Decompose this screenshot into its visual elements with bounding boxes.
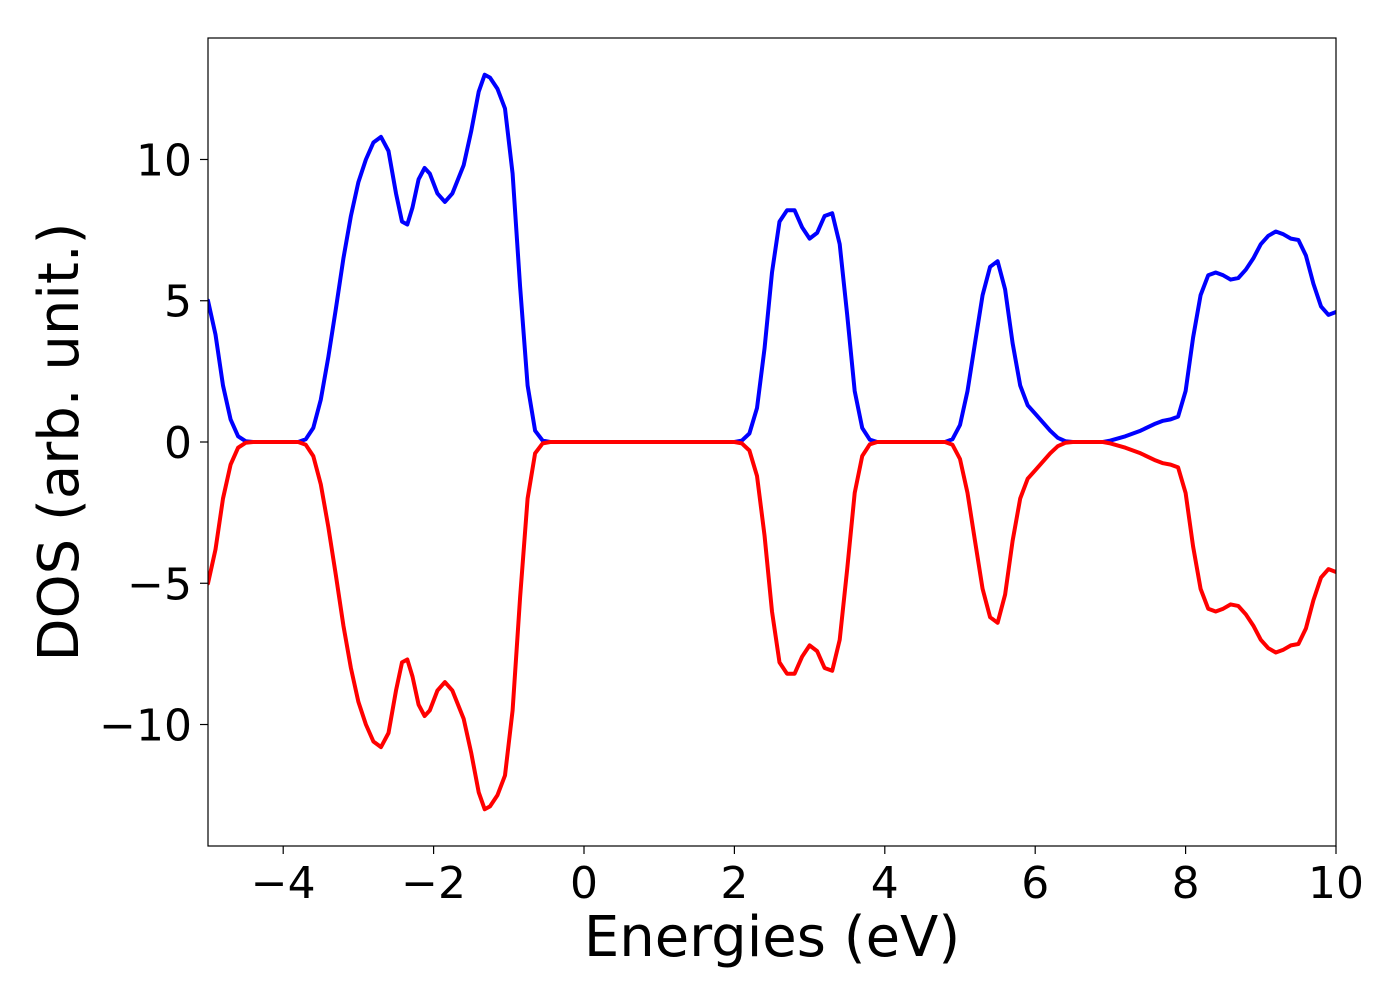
y-tick-label: 10 — [136, 135, 192, 186]
x-tick-label: 4 — [871, 858, 899, 909]
x-tick-label: −2 — [401, 858, 466, 909]
x-tick-label: −4 — [251, 858, 316, 909]
x-tick-label: 10 — [1308, 858, 1364, 909]
y-axis-ticks: 10 5 0 −5 −10 — [99, 135, 208, 752]
y-tick-label: 5 — [164, 277, 192, 328]
x-tick-label: 8 — [1172, 858, 1200, 909]
plot-frame — [207, 37, 1337, 847]
x-tick-label: 2 — [720, 858, 748, 909]
dos-series-positive-line — [208, 72, 1336, 444]
y-tick-label: −10 — [99, 701, 192, 752]
y-axis-label: DOS (arb. unit.) — [27, 222, 92, 661]
x-tick-label: 6 — [1021, 858, 1049, 909]
dos-series-negative-line — [208, 440, 1336, 812]
series-layer — [208, 72, 1336, 812]
y-tick-label: 0 — [164, 418, 192, 469]
x-axis-label: Energies (eV) — [584, 905, 960, 970]
y-tick-label: −5 — [127, 559, 192, 610]
x-axis-ticks: −4 −2 0 2 4 6 8 10 — [251, 846, 1364, 909]
x-tick-label: 0 — [570, 858, 598, 909]
